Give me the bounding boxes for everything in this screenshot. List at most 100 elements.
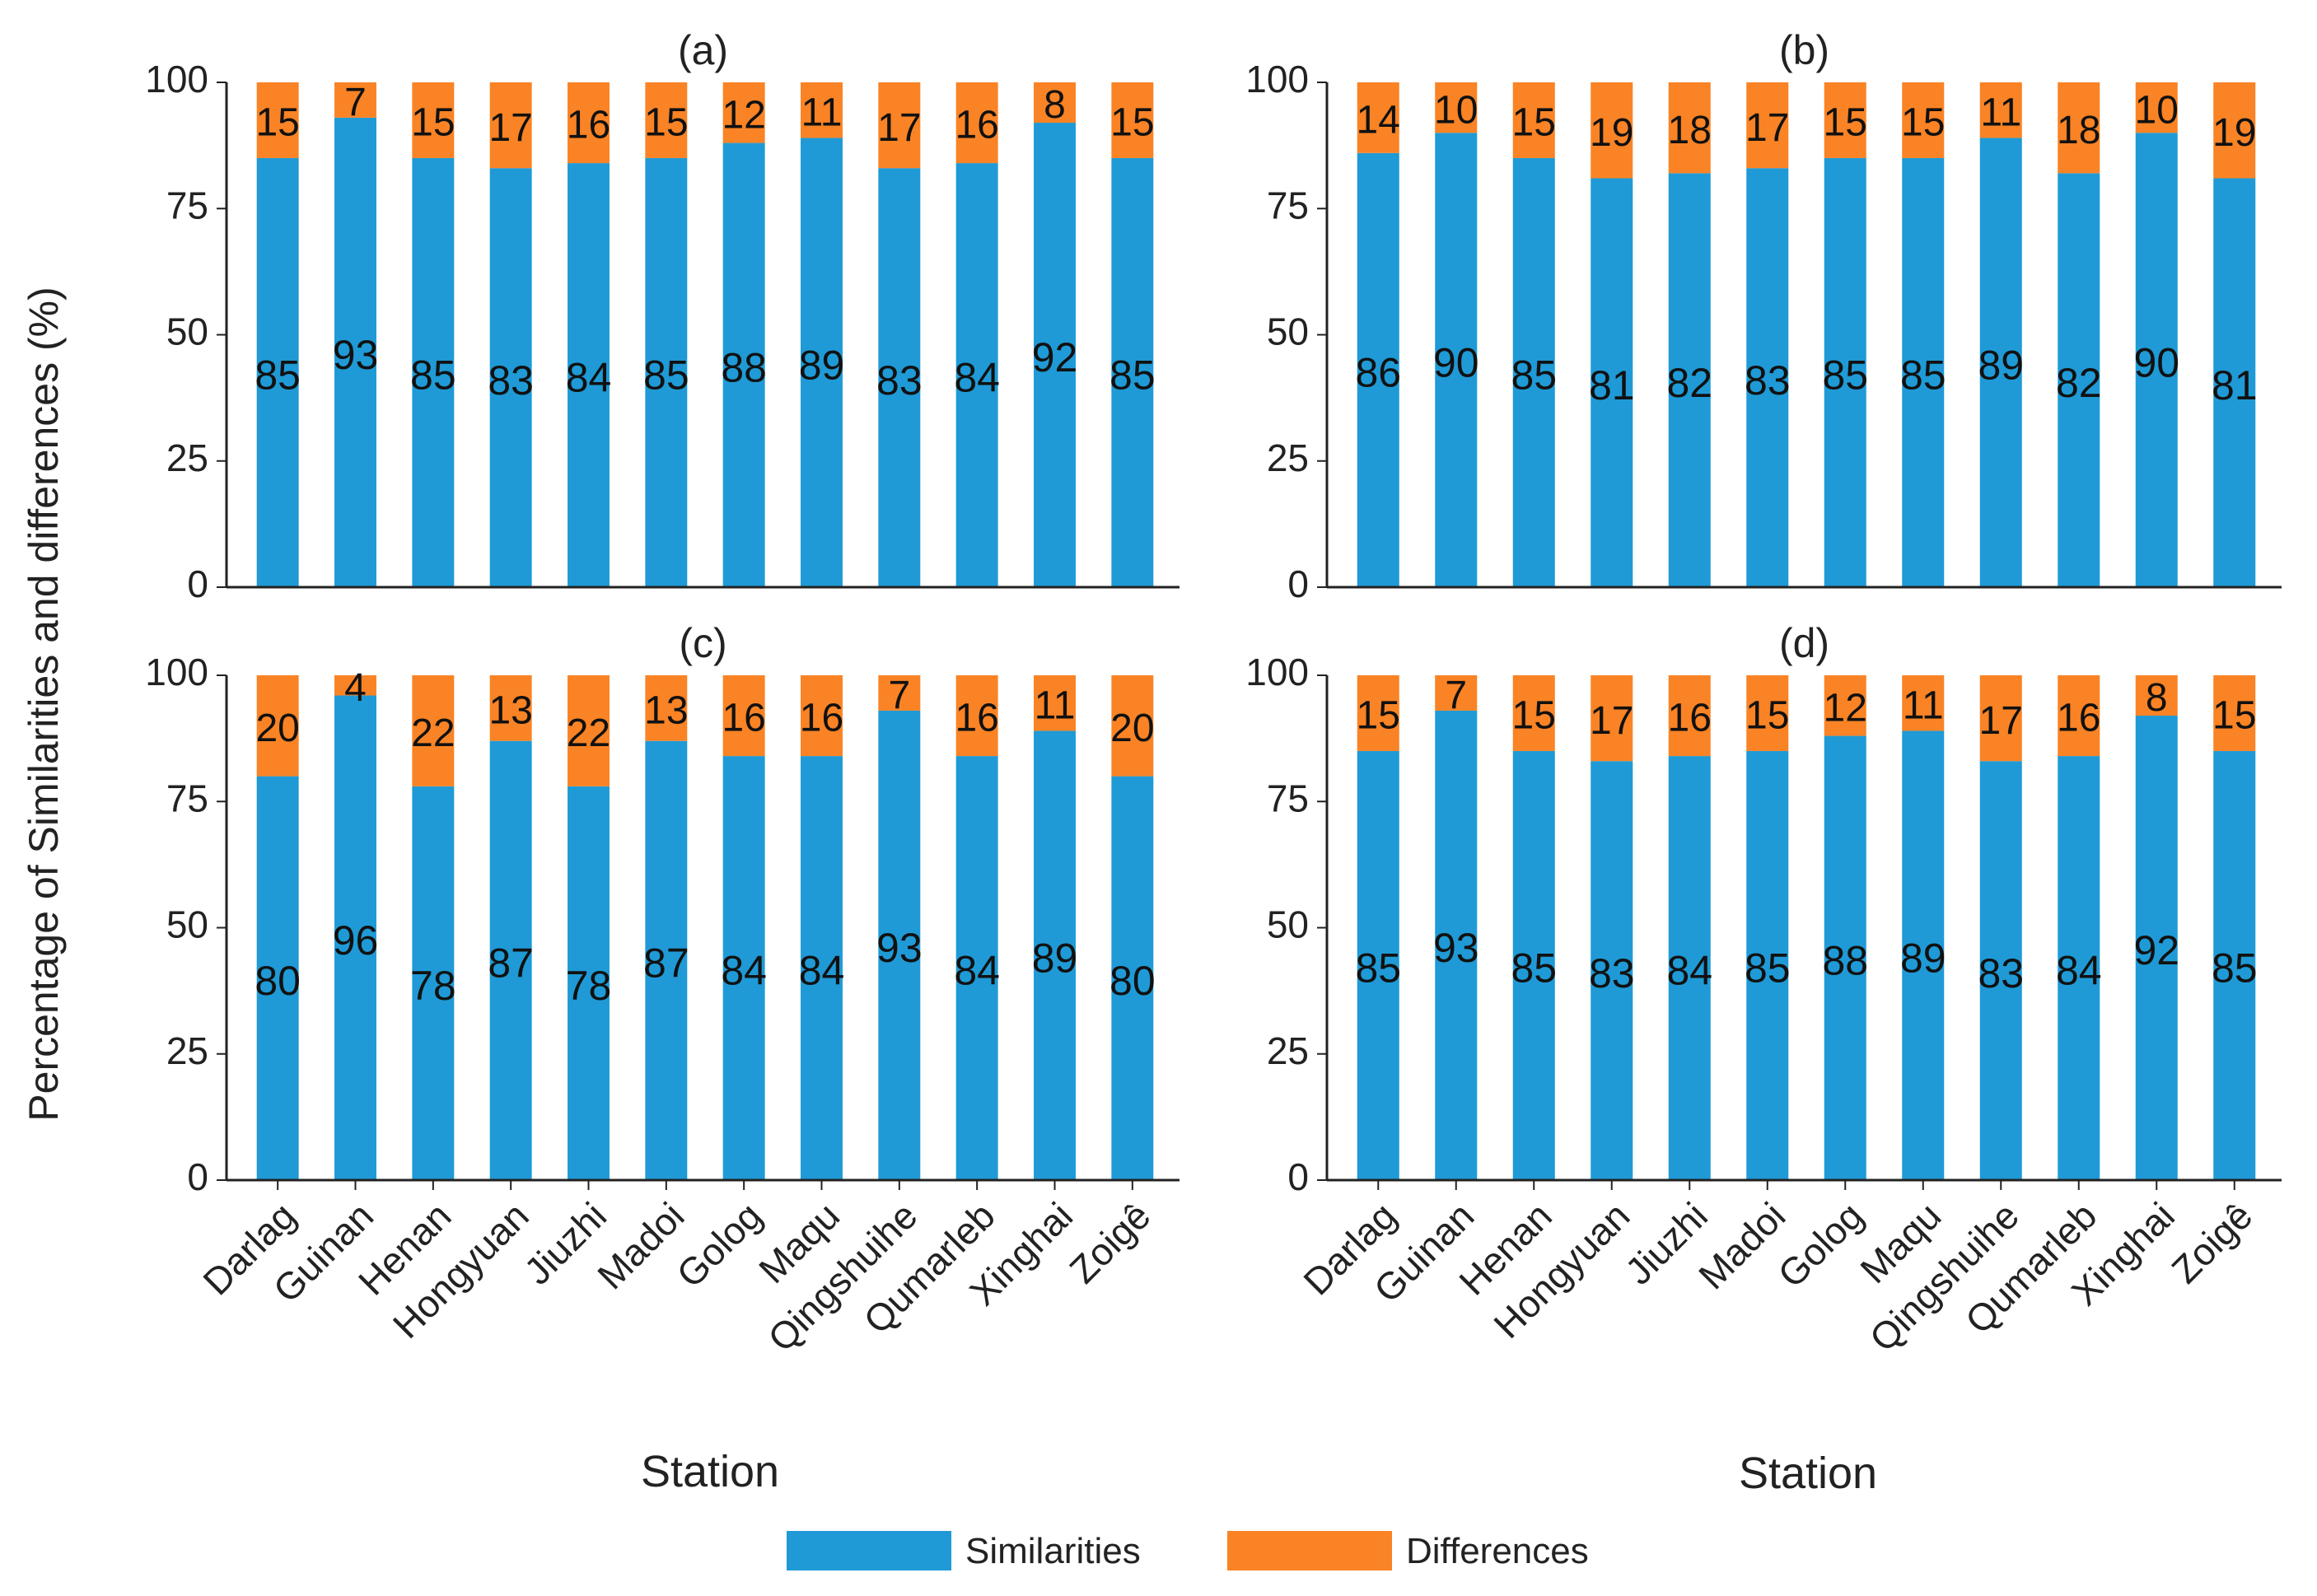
- data-label-differences-d-xinghai: 8: [2146, 676, 2168, 720]
- legend: Similarities Differences: [787, 1531, 1589, 1571]
- bar-similarities-a-qingshuihe: [878, 168, 921, 587]
- data-label-differences-c-zoige: 20: [1110, 707, 1154, 750]
- bar-differences-a-golog: [722, 82, 765, 143]
- bar-differences-a-jiuzhi: [568, 82, 610, 164]
- bar-differences-c-zoige: [1111, 675, 1154, 777]
- data-label-similarities-a-jiuzhi: 84: [566, 355, 612, 401]
- bar-similarities-d-jiuzhi: [1668, 756, 1711, 1180]
- data-label-similarities-a-madoi: 85: [643, 352, 689, 399]
- bar-differences-d-xinghai: [2135, 675, 2178, 716]
- data-label-differences-b-qingshuihe: 11: [1980, 91, 2021, 134]
- y-tick-label-b-50: 50: [1267, 310, 1309, 353]
- bar-similarities-b-henan: [1512, 157, 1555, 587]
- data-label-similarities-b-darlag: 86: [1355, 350, 1401, 396]
- legend-swatch-differences: [1227, 1531, 1392, 1570]
- data-label-differences-a-zoige: 15: [1110, 101, 1154, 145]
- y-tick-label-a-0: 0: [187, 562, 208, 605]
- y-axis-label: Percentage of Similarities and differenc…: [21, 287, 67, 1121]
- data-label-differences-a-guinan: 7: [344, 81, 367, 124]
- data-label-similarities-c-zoige: 80: [1109, 958, 1156, 1004]
- bar-differences-c-xinghai: [1034, 675, 1076, 731]
- data-label-differences-d-henan: 15: [1512, 694, 1556, 738]
- y-tick-label-b-75: 75: [1267, 184, 1309, 226]
- x-axis-label-left: Station: [641, 1447, 779, 1496]
- data-label-similarities-b-madoi: 83: [1745, 357, 1791, 404]
- bar-differences-a-xinghai: [1034, 82, 1076, 124]
- bar-similarities-a-darlag: [256, 157, 299, 587]
- bar-similarities-c-madoi: [645, 740, 688, 1180]
- bar-similarities-c-hongyuan: [489, 740, 532, 1180]
- bar-differences-b-xinghai: [2135, 82, 2178, 133]
- bar-similarities-b-qumarleb: [2058, 173, 2100, 587]
- data-label-similarities-a-zoige: 85: [1109, 352, 1156, 399]
- panel-title-c: (c): [679, 620, 726, 666]
- bar-similarities-b-qingshuihe: [1979, 138, 2022, 587]
- bar-differences-a-zoige: [1111, 82, 1154, 158]
- y-tick-label-a-50: 50: [166, 310, 208, 353]
- bar-similarities-b-xinghai: [2135, 133, 2178, 588]
- data-label-similarities-d-guinan: 93: [1433, 925, 1479, 971]
- data-label-similarities-c-hongyuan: 87: [488, 940, 534, 987]
- data-label-similarities-b-xinghai: 90: [2133, 339, 2179, 385]
- bar-differences-a-darlag: [256, 82, 299, 158]
- data-label-similarities-c-darlag: 80: [255, 958, 301, 1004]
- data-label-similarities-b-guinan: 90: [1433, 339, 1479, 385]
- data-label-similarities-c-maqu: 84: [799, 948, 845, 994]
- bar-differences-c-jiuzhi: [568, 675, 610, 786]
- y-tick-label-c-0: 0: [187, 1155, 208, 1198]
- data-label-differences-a-qingshuihe: 17: [877, 106, 921, 150]
- bar-similarities-a-maqu: [801, 138, 843, 587]
- bar-differences-c-guinan: [334, 675, 376, 696]
- data-label-differences-d-qumarleb: 16: [2057, 697, 2100, 740]
- bar-differences-b-qumarleb: [2058, 82, 2100, 174]
- bar-differences-a-guinan: [334, 82, 376, 118]
- y-tick-label-d-50: 50: [1267, 903, 1309, 946]
- data-label-differences-a-maqu: 11: [801, 91, 843, 134]
- data-label-similarities-c-henan: 78: [410, 963, 456, 1009]
- bar-similarities-b-darlag: [1357, 152, 1399, 587]
- x-tick-label-d-golog: Golog: [1769, 1194, 1871, 1296]
- bar-similarities-d-darlag: [1357, 750, 1399, 1180]
- data-label-differences-c-golog: 16: [722, 697, 765, 740]
- bar-differences-d-golog: [1824, 675, 1866, 736]
- data-label-similarities-b-qingshuihe: 89: [1978, 342, 2024, 388]
- data-label-differences-c-madoi: 13: [644, 689, 688, 733]
- data-label-differences-b-zoige: 19: [2212, 111, 2256, 155]
- bar-similarities-c-golog: [722, 756, 765, 1180]
- bar-differences-c-qingshuihe: [878, 675, 921, 711]
- data-label-differences-c-henan: 22: [411, 712, 455, 755]
- bar-similarities-c-qumarleb: [955, 756, 998, 1180]
- panel-b: (b) 86 14 90 10 85 15 81 19 82 18 83 17 85 15 85 15 89 11 8…: [1245, 27, 2282, 605]
- x-tick-label-d-zoige: Zoigê: [2163, 1194, 2260, 1291]
- bar-similarities-c-xinghai: [1034, 730, 1076, 1180]
- panel-a: (a) 85 15 93 7 85 15 83 17 84 16 85 15 88 12 89 11 83 17 84…: [145, 27, 1180, 605]
- panel-title-d: (d): [1779, 620, 1829, 666]
- bar-similarities-a-golog: [722, 142, 765, 587]
- bar-similarities-d-maqu: [1902, 730, 1945, 1180]
- bar-differences-b-hongyuan: [1591, 82, 1633, 179]
- bar-similarities-d-xinghai: [2135, 716, 2178, 1180]
- bar-differences-b-madoi: [1746, 82, 1789, 169]
- bar-similarities-b-maqu: [1902, 157, 1945, 587]
- data-label-similarities-d-qingshuihe: 83: [1978, 950, 2024, 996]
- data-label-similarities-d-hongyuan: 83: [1589, 950, 1635, 996]
- data-label-differences-a-golog: 12: [722, 93, 765, 137]
- data-label-differences-c-darlag: 20: [255, 707, 299, 750]
- y-tick-label-c-50: 50: [166, 903, 208, 946]
- data-label-similarities-c-xinghai: 89: [1032, 935, 1078, 981]
- data-label-differences-c-hongyuan: 13: [488, 689, 532, 733]
- bar-similarities-a-xinghai: [1034, 123, 1076, 588]
- data-label-similarities-a-darlag: 85: [255, 352, 301, 399]
- data-label-differences-d-hongyuan: 17: [1590, 699, 1633, 743]
- y-tick-label-b-25: 25: [1267, 436, 1309, 479]
- bar-differences-d-zoige: [2213, 675, 2256, 751]
- y-tick-label-c-25: 25: [166, 1029, 208, 1072]
- data-label-differences-b-madoi: 17: [1745, 106, 1789, 150]
- bar-differences-a-qumarleb: [955, 82, 998, 164]
- bar-similarities-d-guinan: [1435, 710, 1478, 1180]
- legend-label-similarities: Similarities: [965, 1531, 1141, 1571]
- bar-similarities-b-zoige: [2213, 178, 2256, 587]
- data-label-differences-b-qumarleb: 18: [2057, 109, 2100, 152]
- x-tick-label-d-madoi: Madoi: [1690, 1194, 1793, 1297]
